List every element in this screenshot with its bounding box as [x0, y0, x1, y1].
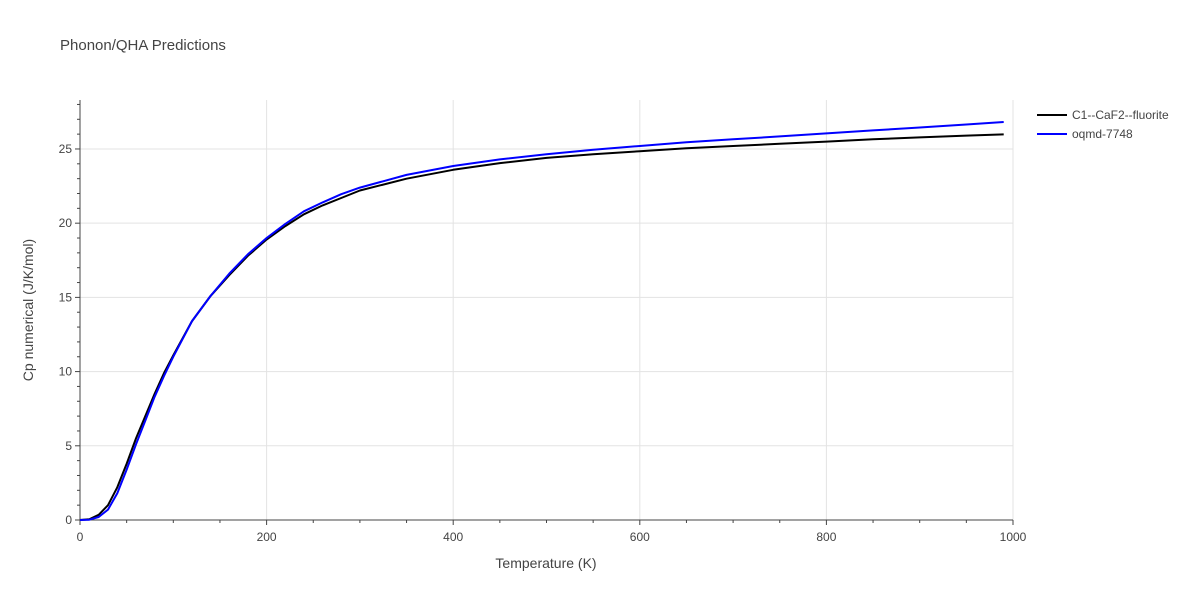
- axes: 0 200 400 600 800 1000 0 5 10 15 20 25: [59, 100, 1027, 544]
- x-axis-title: Temperature (K): [495, 555, 596, 571]
- y-tick-label: 25: [59, 142, 73, 156]
- legend-item-2[interactable]: oqmd-7748: [1037, 127, 1133, 141]
- series-line-2: [79, 121, 1004, 521]
- legend-item-1[interactable]: C1--CaF2--fluorite: [1037, 108, 1169, 122]
- x-tick-label: 800: [816, 530, 836, 544]
- grid: [80, 100, 1014, 520]
- y-axis-title: Cp numerical (J/K/mol): [20, 239, 36, 381]
- x-tick-label: 600: [630, 530, 650, 544]
- x-tick-label: 0: [77, 530, 84, 544]
- y-tick-label: 0: [65, 513, 72, 527]
- x-tick-label: 400: [443, 530, 463, 544]
- legend-label: oqmd-7748: [1072, 127, 1133, 141]
- series-lines: [79, 121, 1004, 521]
- y-tick-label: 10: [59, 365, 73, 379]
- chart-title: Phonon/QHA Predictions: [60, 37, 226, 54]
- series-line-1: [79, 133, 1004, 521]
- y-tick-label: 15: [59, 290, 73, 304]
- legend[interactable]: C1--CaF2--fluorite oqmd-7748: [1037, 108, 1169, 141]
- x-tick-label: 200: [257, 530, 277, 544]
- y-tick-label: 20: [59, 216, 73, 230]
- legend-label: C1--CaF2--fluorite: [1072, 108, 1169, 122]
- x-tick-label: 1000: [1000, 530, 1027, 544]
- y-tick-label: 5: [65, 439, 72, 453]
